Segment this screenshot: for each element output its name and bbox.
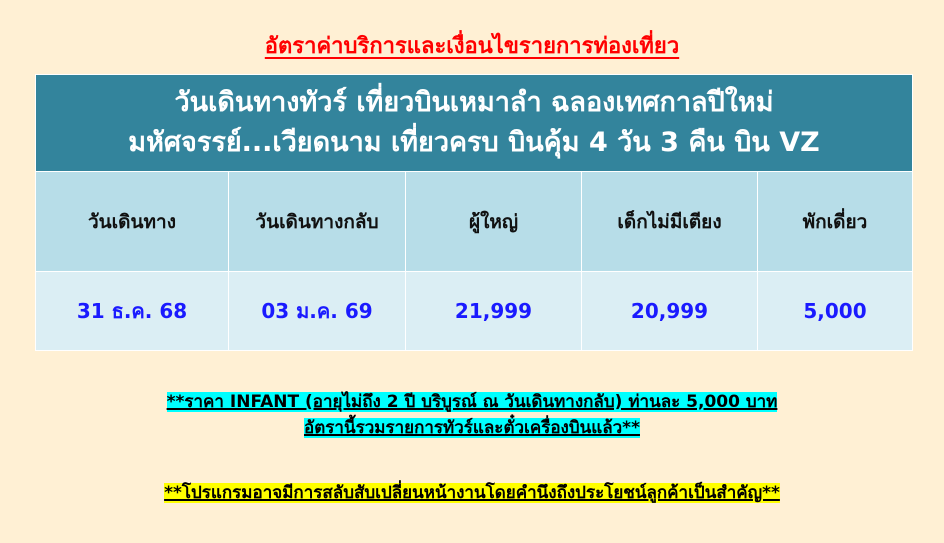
header-adult: ผู้ใหญ่ <box>405 171 582 272</box>
cell-departure: 31 ธ.ค. 68 <box>35 271 229 351</box>
table-header-row: วันเดินทาง วันเดินทางกลับ ผู้ใหญ่ เด็กไม… <box>35 171 913 272</box>
cell-single: 5,000 <box>757 271 913 351</box>
cell-adult: 21,999 <box>405 271 582 351</box>
page-title: อัตราค่าบริการและเงื่อนไขรายการท่องเที่ย… <box>264 34 680 59</box>
cell-child-no-bed: 20,999 <box>581 271 758 351</box>
infant-note: **ราคา INFANT (อายุไม่ถึง 2 ปี บริบูรณ์ … <box>166 392 778 438</box>
cell-return: 03 ม.ค. 69 <box>228 271 406 351</box>
header-child-no-bed: เด็กไม่มีเตียง <box>581 171 758 272</box>
table-row: 31 ธ.ค. 68 03 ม.ค. 69 21,999 20,999 5,00… <box>35 271 913 351</box>
price-table: วันเดินทางทัวร์ เที่ยวบินเหมาลำ ฉลองเทศก… <box>35 74 913 351</box>
header-return: วันเดินทางกลับ <box>228 171 406 272</box>
header-single: พักเดี่ยว <box>757 171 913 272</box>
header-departure: วันเดินทาง <box>35 171 229 272</box>
tour-title: วันเดินทางทัวร์ เที่ยวบินเหมาลำ ฉลองเทศก… <box>35 74 913 172</box>
program-note: **โปรแกรมอาจมีการสลับสับเปลี่ยนหน้างานโด… <box>164 483 780 503</box>
